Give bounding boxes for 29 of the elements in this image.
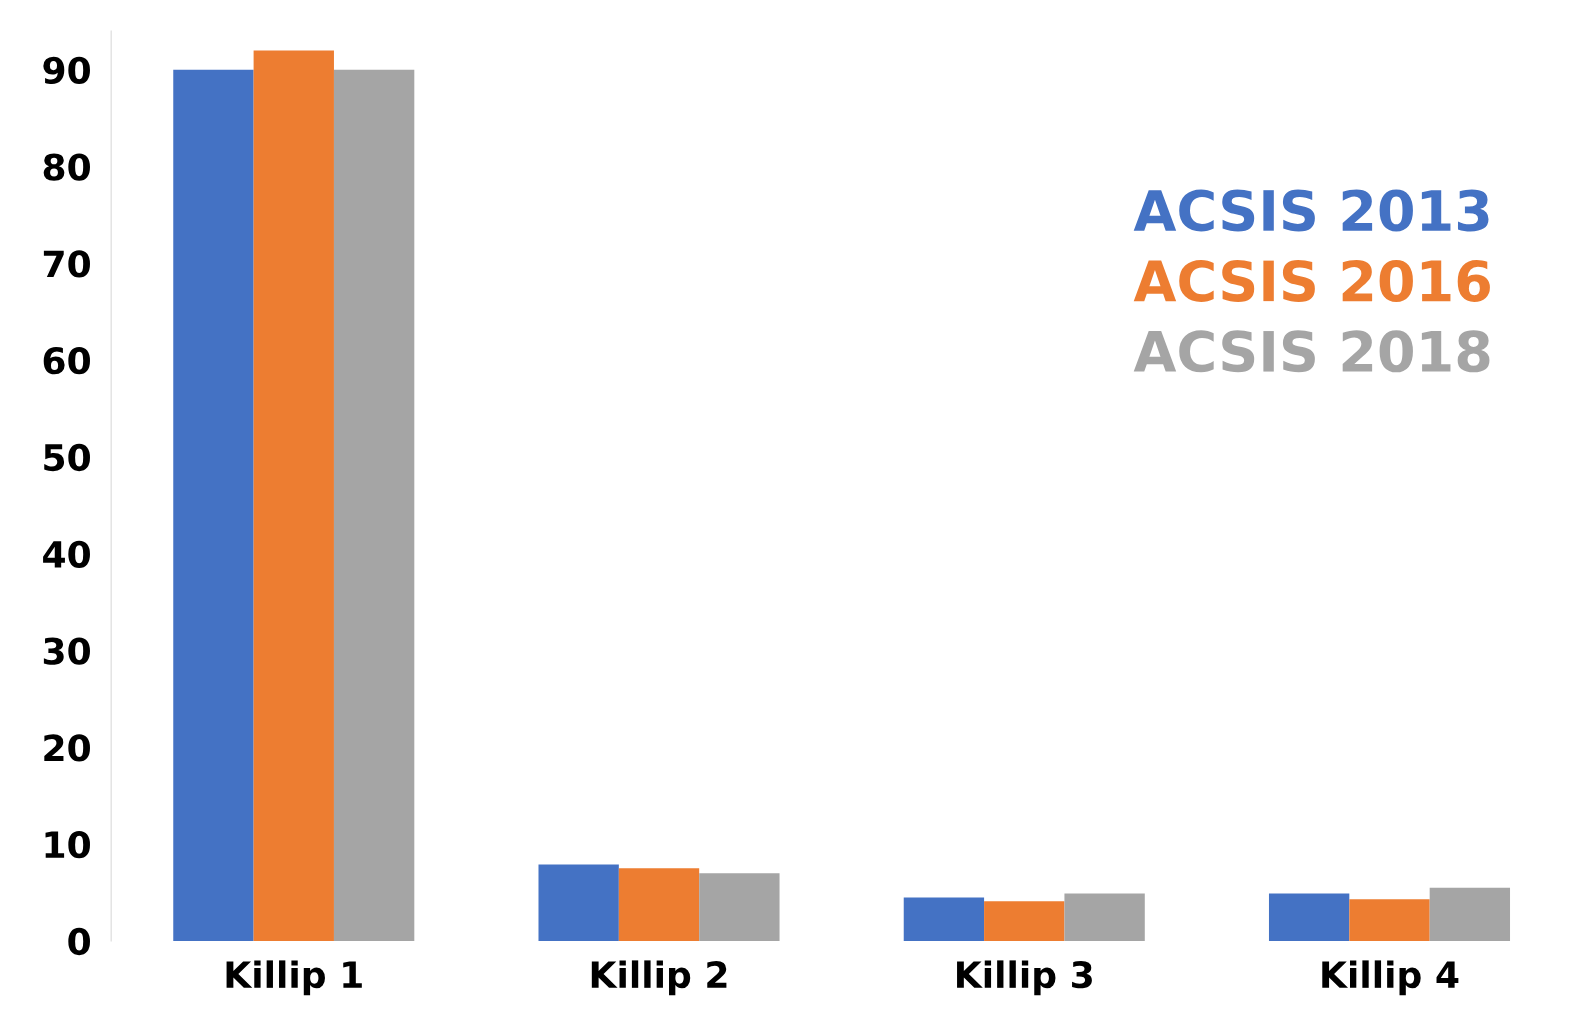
- x-tick-label: Killip 1: [226, 960, 362, 996]
- bar: [253, 50, 334, 941]
- y-tick-label: 10: [45, 831, 90, 859]
- bar: [1429, 887, 1511, 941]
- y-tick-label: 30: [43, 637, 90, 665]
- x-tick-label: Killip 3: [957, 960, 1092, 996]
- y-tick-label: 80: [43, 153, 90, 181]
- bar: [173, 69, 254, 941]
- bar: [1064, 893, 1145, 941]
- x-tick-label: Killip 4: [1322, 960, 1459, 996]
- text: ACSIS 2016: [1133, 259, 1490, 302]
- bar: [903, 897, 985, 941]
- bar: [333, 69, 415, 941]
- bar: [699, 873, 780, 941]
- y-tick-label: 50: [44, 443, 90, 472]
- text: ACSIS 2013: [1133, 189, 1489, 232]
- bar: [984, 901, 1065, 941]
- y-tick-label: 40: [43, 540, 90, 568]
- y-tick-label: 20: [44, 734, 90, 762]
- bar: [618, 868, 700, 941]
- x-tick-label: Killip 2: [591, 960, 727, 996]
- bar: [1349, 899, 1430, 941]
- bar: [538, 864, 619, 941]
- y-tick-label: 60: [43, 347, 90, 375]
- y-tick-label: 0: [68, 927, 90, 956]
- y-tick-label: 70: [43, 250, 90, 278]
- y-tick-label: 90: [43, 56, 90, 84]
- bar: [1268, 893, 1350, 941]
- text: ACSIS 2018: [1133, 330, 1490, 373]
